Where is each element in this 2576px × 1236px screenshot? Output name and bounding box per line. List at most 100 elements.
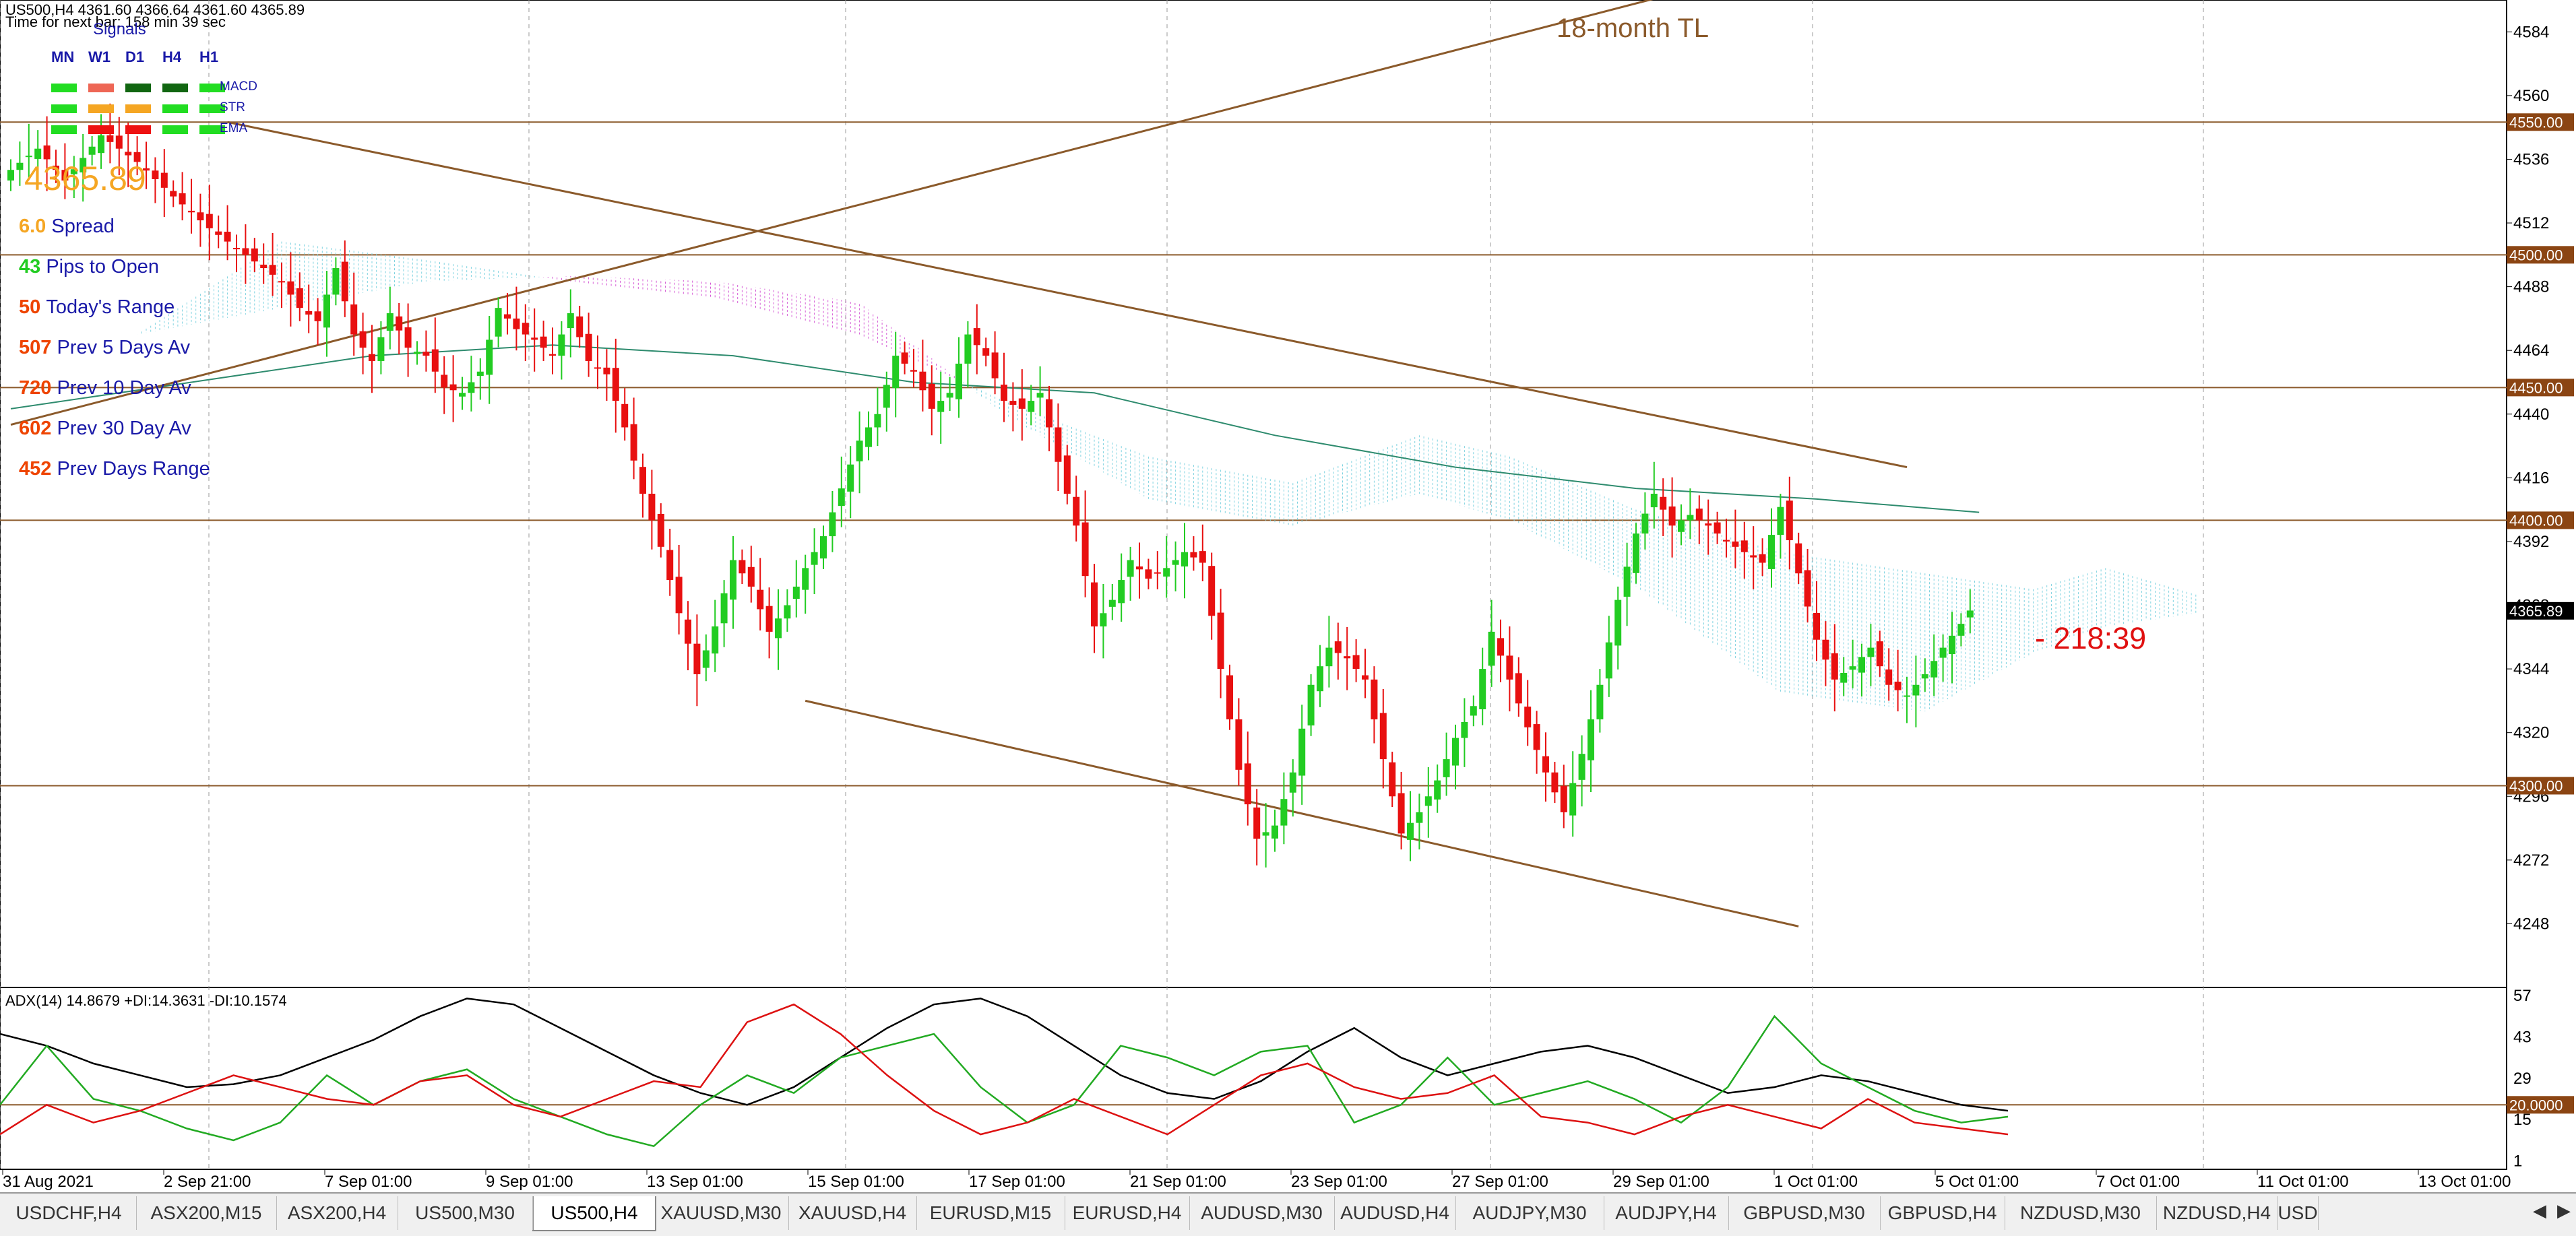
tab-eurusd-h4[interactable]: EURUSD,H4	[1065, 1196, 1190, 1230]
tab-gbpusd-m30[interactable]: GBPUSD,M30	[1728, 1196, 1881, 1230]
candle-body	[70, 169, 77, 174]
candle-body	[1732, 541, 1739, 547]
signal-block	[162, 84, 188, 92]
tab-usd[interactable]: USD	[2277, 1196, 2319, 1230]
adx-level-tag	[2507, 1096, 2574, 1114]
stat-value: 6.0	[19, 216, 52, 237]
candle-body	[1199, 551, 1206, 563]
signal-timeframe-D1: D1	[125, 48, 145, 65]
stat-label: Today's Range	[46, 296, 175, 318]
candle-body	[1108, 599, 1116, 607]
candle-body	[1678, 520, 1685, 532]
candle-body	[820, 536, 827, 559]
stat-row: 602 Prev 30 Day Av	[19, 418, 191, 440]
x-tick-label: 21 Sep 01:00	[1130, 1173, 1226, 1191]
tab-xauusd-h4[interactable]: XAUUSD,H4	[788, 1196, 917, 1230]
candle-body	[594, 367, 601, 369]
candle-body	[1723, 540, 1730, 542]
scroll-right-icon[interactable]: ▶	[2557, 1200, 2571, 1221]
y-tick-label: 4512	[2513, 214, 2549, 232]
candle-body	[1695, 509, 1703, 521]
candle-body	[1840, 673, 1848, 683]
tab-us500-h4[interactable]: US500,H4	[532, 1196, 656, 1231]
candle-body	[287, 281, 294, 295]
candle-body	[1397, 793, 1405, 834]
signal-timeframe-MN: MN	[51, 48, 75, 65]
tab-asx200-h4[interactable]: ASX200,H4	[276, 1196, 398, 1230]
y-tick-label: 4272	[2513, 851, 2549, 870]
candle-body	[973, 328, 980, 346]
candle-body	[1596, 684, 1604, 719]
candle-body	[386, 313, 394, 331]
candle-body	[1885, 669, 1893, 685]
candle-body	[323, 294, 330, 328]
candle-body	[784, 605, 791, 619]
tab-xauusd-m30[interactable]: XAUUSD,M30	[654, 1196, 789, 1230]
x-tick-label: 17 Sep 01:00	[969, 1173, 1065, 1191]
candle-body	[1461, 721, 1468, 738]
tab-nzdusd-m30[interactable]: NZDUSD,M30	[2005, 1196, 2157, 1230]
signal-block	[162, 125, 188, 134]
level-tag	[2507, 511, 2574, 529]
candle-body	[1262, 832, 1269, 836]
candle-body	[576, 316, 584, 337]
candle-body	[278, 281, 285, 283]
tab-usdchf-h4[interactable]: USDCHF,H4	[1, 1196, 137, 1230]
candle-body	[431, 349, 439, 372]
candle-body	[422, 352, 430, 356]
x-tick-label: 15 Sep 01:00	[808, 1173, 904, 1191]
candle-body	[1452, 738, 1459, 766]
adx-series-ADX	[0, 998, 2009, 1112]
tab-audusd-h4[interactable]: AUDUSD,H4	[1334, 1196, 1456, 1230]
candle-body	[1966, 610, 1974, 618]
candle-body	[1904, 695, 1910, 697]
tab-gbpusd-h4[interactable]: GBPUSD,H4	[1880, 1196, 2005, 1230]
candle-body	[1777, 507, 1784, 535]
candle-body	[1813, 612, 1820, 640]
candle-body	[1298, 728, 1306, 776]
tab-asx200-m15[interactable]: ASX200,M15	[136, 1196, 277, 1230]
candle-body	[1867, 647, 1875, 657]
tab-eurusd-m15[interactable]: EURUSD,M15	[916, 1196, 1065, 1230]
x-tick-label: 7 Oct 01:00	[2096, 1173, 2180, 1191]
candle-body	[522, 323, 529, 335]
signal-timeframe-H1: H1	[199, 48, 219, 65]
adx-series--DI	[0, 1003, 2009, 1136]
candle-body	[1551, 772, 1559, 793]
candle-body	[179, 193, 186, 205]
candle-body	[1641, 513, 1649, 534]
signal-timeframe-W1: W1	[88, 48, 111, 65]
candle-body	[910, 370, 917, 372]
candle-body	[206, 214, 213, 228]
candle-body	[468, 382, 475, 393]
tab-audjpy-m30[interactable]: AUDJPY,M30	[1455, 1196, 1604, 1230]
candle-body	[1633, 533, 1639, 573]
candle-body	[1434, 780, 1441, 800]
candle-body	[567, 313, 574, 329]
scroll-left-icon[interactable]: ◀	[2533, 1200, 2546, 1221]
candle-body	[1063, 455, 1071, 494]
candle-body	[80, 158, 87, 172]
x-tick-label: 31 Aug 2021	[3, 1173, 94, 1191]
candle-body	[1009, 401, 1017, 405]
tab-scroll-arrows[interactable]: ◀ ▶	[2522, 1200, 2571, 1221]
tab-nzdusd-h4[interactable]: NZDUSD,H4	[2156, 1196, 2278, 1230]
candle-body	[747, 566, 755, 587]
adx-y-tick-label: 43	[2513, 1028, 2532, 1046]
y-tick-label: 4392	[2513, 533, 2549, 551]
candle-body	[495, 308, 502, 337]
tab-audjpy-h4[interactable]: AUDJPY,H4	[1604, 1196, 1729, 1230]
tab-us500-m30[interactable]: US500,M30	[398, 1196, 533, 1230]
candle-body	[1190, 552, 1197, 558]
tab-audusd-m30[interactable]: AUDUSD,M30	[1189, 1196, 1335, 1230]
candle-body	[1921, 674, 1928, 679]
candle-body	[1362, 675, 1369, 680]
trendline-1	[227, 121, 1908, 469]
candle-body	[1506, 655, 1513, 680]
level-tag	[2507, 113, 2574, 131]
candle-body	[901, 352, 908, 364]
candle-body	[1208, 566, 1216, 616]
price-chart[interactable]: 4584456045364512448844644440441643924368…	[0, 0, 2576, 1192]
candle-body	[414, 352, 420, 354]
candle-body	[296, 288, 303, 308]
